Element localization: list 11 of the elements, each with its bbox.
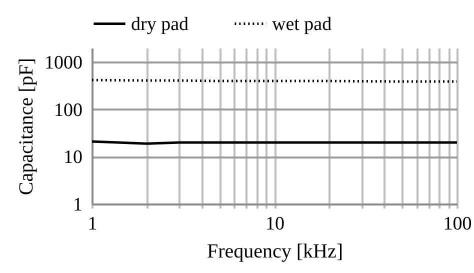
x-tick-label: 1 [88,214,98,234]
y-tick-label: 1 [73,194,82,216]
x-tick-label: 100 [443,214,472,234]
y-tick-label: 100 [54,100,82,121]
x-axis-title: Frequency [kHz] [206,240,344,262]
y-axis-title: Capacitance [pF] [16,58,38,196]
legend-label: dry pad [131,14,190,35]
legend-label: wet pad [272,14,332,35]
y-tick-label: 10 [64,147,82,168]
y-tick-label: 1000 [44,52,82,74]
x-tick-label: 10 [266,214,284,234]
